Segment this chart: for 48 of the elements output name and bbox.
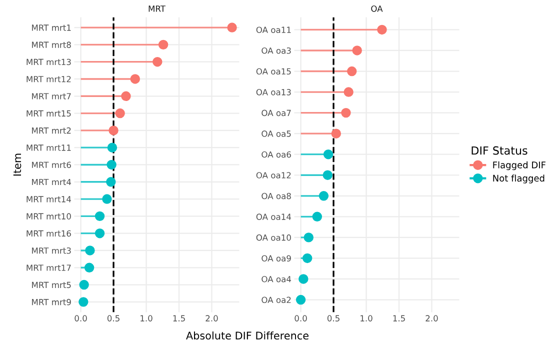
y-tick-label: MRT mrt12 [26, 76, 71, 82]
y-tick-label: MRT mrt4 [32, 178, 72, 186]
chart-title: OA [371, 6, 383, 12]
y-tick-label: MRT mrt13 [26, 58, 71, 66]
y-tick-label: MRT mrt15 [26, 110, 71, 117]
y-tick-label: OA oa11 [256, 26, 291, 33]
y-tick-label: OA oa8 [262, 192, 291, 200]
y-tick-label: MRT mrt16 [26, 230, 71, 237]
y-tick-label: MRT mrt9 [32, 298, 71, 306]
y-tick-label: MRT mrt3 [32, 247, 71, 254]
y-tick-label: MRT mrt10 [26, 213, 71, 220]
x-tick-label: 0.5 [107, 315, 120, 322]
x-tick-label: 0.0 [294, 315, 307, 322]
x-tick-label: 0.5 [327, 315, 340, 322]
y-tick-label: MRT mrt2 [32, 127, 71, 134]
chart-title: MRT [148, 6, 166, 12]
y-tick-label: OA oa15 [256, 68, 291, 75]
x-tick-label: 2.0 [426, 315, 438, 322]
y-tick-label: OA oa13 [256, 89, 291, 96]
x-axis-title: Absolute DIF Difference [186, 331, 308, 340]
y-tick-label: OA oa14 [256, 214, 292, 220]
y-tick-label: OA oa4 [262, 276, 292, 282]
x-tick-label: 1.5 [393, 315, 405, 322]
y-axis-title: Item [13, 154, 22, 176]
y-tick-label: OA oa5 [262, 130, 291, 137]
y-tick-label: OA oa7 [262, 110, 291, 116]
y-tick-label: OA oa10 [256, 234, 291, 241]
y-tick-label: MRT mrt1 [32, 24, 71, 31]
y-tick-label: MRT mrt11 [26, 144, 71, 151]
y-tick-label: OA oa3 [262, 47, 291, 54]
y-tick-label: MRT mrt14 [26, 196, 72, 202]
x-tick-label: 0.0 [74, 315, 87, 322]
legend-label: Not flagged [493, 174, 544, 184]
y-tick-label: MRT mrt5 [32, 282, 71, 288]
legend-title: DIF Status [472, 146, 528, 155]
y-tick-label: OA oa9 [262, 255, 291, 262]
x-tick-label: 1.5 [173, 315, 185, 322]
x-tick-label: 2.0 [206, 315, 218, 322]
x-tick-label: 1.0 [360, 315, 372, 322]
x-tick-label: 1.0 [140, 315, 152, 322]
y-tick-label: MRT mrt7 [32, 93, 71, 100]
y-tick-label: OA oa6 [262, 151, 291, 158]
y-tick-label: MRT mrt8 [32, 42, 71, 48]
y-tick-label: OA oa2 [262, 296, 291, 304]
y-tick-label: OA oa12 [256, 172, 291, 178]
y-tick-label: MRT mrt17 [26, 264, 71, 271]
y-tick-label: MRT mrt6 [32, 162, 71, 168]
legend-label: Flagged DIF [493, 161, 546, 170]
